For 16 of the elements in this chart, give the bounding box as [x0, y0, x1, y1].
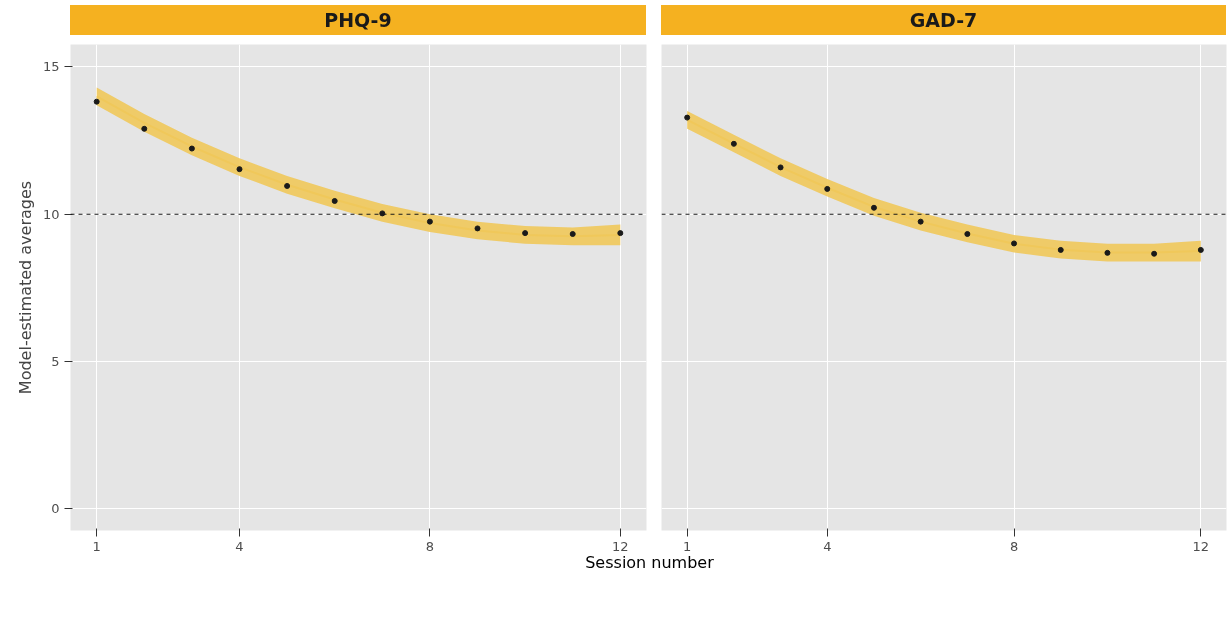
chart-title: GAD-7 [909, 8, 978, 33]
x-tick-label: 12 [612, 538, 629, 554]
x-axis-title: Session number [585, 552, 714, 574]
x-tick-label: 8 [425, 538, 435, 554]
x-tick-label: 12 [1192, 538, 1210, 554]
x-tick-label: 1 [92, 538, 101, 554]
x-tick-label: 4 [823, 538, 832, 554]
x-tick-label: 1 [683, 538, 692, 554]
x-tick-label: 4 [235, 538, 244, 554]
y-tick-label: 15 [42, 59, 60, 75]
x-tick-label: 8 [1009, 538, 1019, 554]
y-tick-label: 0 [51, 501, 60, 517]
chart-title: PHQ-9 [324, 8, 392, 33]
y-tick-label: 10 [42, 206, 60, 222]
y-tick-label: 5 [51, 354, 60, 370]
y-axis-title: Model-estimated averages [15, 180, 35, 395]
